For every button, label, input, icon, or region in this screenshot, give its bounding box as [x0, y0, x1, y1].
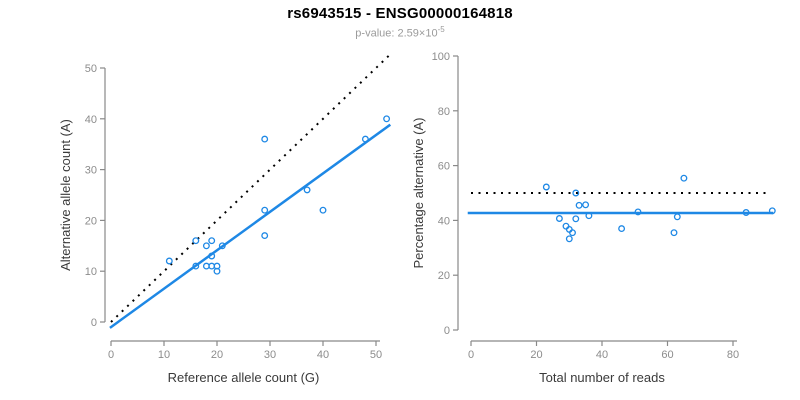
data-point [261, 232, 269, 240]
data-point [361, 135, 369, 143]
x-tick-label: 0 [468, 349, 474, 361]
pvalue-subtitle: p-value: 2.59×10-5 [0, 25, 800, 40]
data-point [572, 189, 580, 197]
data-point [565, 225, 573, 233]
data-point [542, 183, 550, 191]
x-tick-label: 50 [370, 349, 382, 361]
identity-line [110, 54, 391, 323]
pvalue-exponent: -5 [437, 25, 445, 34]
data-point [383, 115, 391, 123]
x-tick-label: 60 [661, 349, 673, 361]
x-axis-title: Reference allele count (G) [168, 370, 320, 385]
data-point [742, 209, 750, 216]
data-point [208, 252, 216, 260]
data-point [319, 206, 327, 214]
data-point [569, 229, 576, 237]
data-point [585, 212, 593, 220]
plot-allele-counts: 0 10 20 30 40 50 0 10 20 30 40 50 Reference allele c… [58, 54, 392, 385]
y-tick-label: 0 [444, 325, 450, 337]
data-point [261, 135, 269, 143]
x-tick-label: 40 [596, 349, 608, 361]
x-tick-label: 20 [530, 349, 542, 361]
y-tick-label: 60 [438, 161, 450, 173]
y-tick-label: 40 [438, 215, 450, 227]
data-point [303, 186, 311, 194]
x-tick-label: 80 [727, 349, 739, 361]
x-tick-label: 10 [158, 349, 170, 361]
x-axis-title: Total number of reads [539, 370, 665, 385]
x-tick-label: 30 [264, 349, 276, 361]
x-tick-label: 0 [108, 349, 114, 361]
y-axis-title: Percentage alternative (A) [411, 117, 426, 268]
y-tick-label: 10 [85, 266, 97, 278]
regression-line [109, 123, 392, 329]
data-point [213, 267, 221, 275]
y-tick-label: 30 [85, 165, 97, 177]
data-point [768, 207, 776, 215]
x-tick-label: 40 [317, 349, 329, 361]
data-point [582, 201, 590, 209]
y-tick-label: 40 [85, 114, 97, 126]
data-point [618, 225, 626, 233]
data-point [202, 242, 210, 250]
data-point [680, 174, 688, 182]
y-axis-title: Alternative allele count (A) [58, 119, 73, 271]
data-point [562, 222, 570, 230]
data-point [565, 235, 573, 243]
data-point [192, 237, 200, 245]
data-point [673, 213, 681, 221]
y-tick-label: 80 [438, 106, 450, 118]
y-tick-label: 50 [85, 63, 97, 75]
data-point [575, 201, 583, 209]
y-tick-label: 20 [438, 270, 450, 282]
data-point [218, 242, 226, 250]
y-tick-label: 100 [432, 51, 450, 63]
data-point [572, 215, 580, 223]
data-point [165, 257, 173, 265]
figure-title: rs6943515 - ENSG00000164818 [287, 5, 513, 22]
y-tick-label: 0 [91, 317, 97, 329]
data-point [670, 229, 678, 237]
data-point [634, 208, 642, 216]
data-point [192, 262, 200, 270]
data-point [261, 206, 269, 214]
pvalue-text: p-value: 2.59×10 [355, 27, 438, 40]
data-point [208, 237, 216, 245]
plot-percentage-vs-coverage: 0 20 40 60 80 100 0 20 40 60 80 Total number of rea… [411, 51, 776, 385]
y-tick-label: 20 [85, 215, 97, 227]
data-point [555, 215, 563, 222]
x-tick-label: 20 [211, 349, 223, 361]
